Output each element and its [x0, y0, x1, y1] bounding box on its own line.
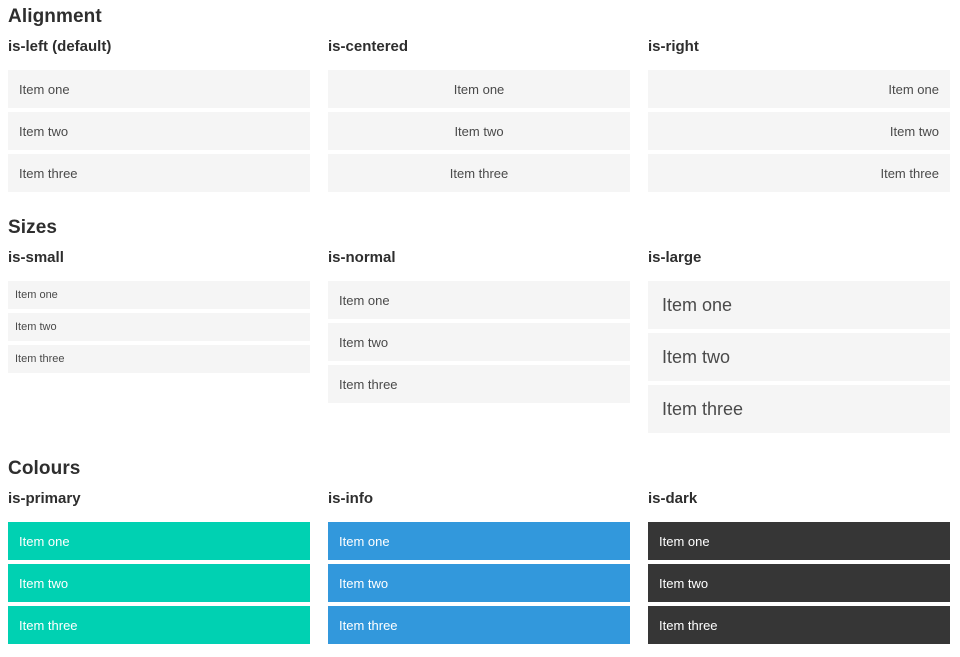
column-is-small: is-small Item one Item two Item three: [8, 239, 310, 437]
list-item: Item two: [8, 112, 310, 150]
list-item: Item three: [328, 606, 630, 644]
alignment-grid: is-left (default) Item one Item two Item…: [8, 28, 950, 196]
list-item: Item one: [8, 281, 310, 309]
list-item: Item two: [328, 323, 630, 361]
column-heading-is-normal: is-normal: [328, 249, 396, 266]
column-heading-is-small: is-small: [8, 249, 64, 266]
list-item: Item three: [8, 345, 310, 373]
column-is-large: is-large Item one Item two Item three: [648, 239, 950, 437]
list-item: Item two: [8, 313, 310, 341]
list-is-centered: Item one Item two Item three: [328, 70, 630, 192]
list-item: Item three: [648, 385, 950, 433]
list-item: Item two: [648, 333, 950, 381]
list-item: Item two: [648, 564, 950, 602]
column-is-normal: is-normal Item one Item two Item three: [328, 239, 630, 437]
list-item: Item two: [328, 564, 630, 602]
section-alignment: Alignment is-left (default) Item one Ite…: [8, 5, 950, 196]
column-heading-is-dark: is-dark: [648, 490, 698, 507]
list-is-normal: Item one Item two Item three: [328, 281, 630, 403]
column-heading-is-primary: is-primary: [8, 490, 81, 507]
list-is-primary: Item one Item two Item three: [8, 522, 310, 644]
list-is-left: Item one Item two Item three: [8, 70, 310, 192]
list-item: Item one: [648, 522, 950, 560]
section-title-alignment: Alignment: [8, 6, 102, 27]
list-item: Item three: [328, 154, 630, 192]
section-title-colours: Colours: [8, 458, 81, 479]
list-item: Item two: [8, 564, 310, 602]
list-item: Item one: [648, 281, 950, 329]
list-is-small: Item one Item two Item three: [8, 281, 310, 373]
section-title-sizes: Sizes: [8, 217, 58, 238]
list-item: Item three: [8, 606, 310, 644]
section-sizes: Sizes is-small Item one Item two Item th…: [8, 216, 950, 437]
list-item: Item two: [328, 112, 630, 150]
list-item: Item one: [328, 281, 630, 319]
list-item: Item one: [328, 522, 630, 560]
list-item: Item three: [328, 365, 630, 403]
list-item: Item one: [8, 522, 310, 560]
column-is-left: is-left (default) Item one Item two Item…: [8, 28, 310, 196]
column-heading-is-centered: is-centered: [328, 38, 409, 55]
column-heading-is-right: is-right: [648, 38, 699, 55]
list-item: Item one: [648, 70, 950, 108]
column-heading-is-large: is-large: [648, 249, 702, 266]
list-is-right: Item one Item two Item three: [648, 70, 950, 192]
list-is-dark: Item one Item two Item three: [648, 522, 950, 644]
column-is-info: is-info Item one Item two Item three: [328, 480, 630, 648]
column-is-primary: is-primary Item one Item two Item three: [8, 480, 310, 648]
list-item: Item one: [328, 70, 630, 108]
list-item: Item three: [8, 154, 310, 192]
column-heading-is-left: is-left (default): [8, 38, 112, 55]
section-colours: Colours is-primary Item one Item two Ite…: [8, 457, 950, 648]
list-is-large: Item one Item two Item three: [648, 281, 950, 433]
column-is-centered: is-centered Item one Item two Item three: [328, 28, 630, 196]
list-item: Item one: [8, 70, 310, 108]
column-heading-is-info: is-info: [328, 490, 373, 507]
column-is-right: is-right Item one Item two Item three: [648, 28, 950, 196]
list-is-info: Item one Item two Item three: [328, 522, 630, 644]
list-item: Item two: [648, 112, 950, 150]
list-item: Item three: [648, 154, 950, 192]
colours-grid: is-primary Item one Item two Item three …: [8, 480, 950, 648]
column-is-dark: is-dark Item one Item two Item three: [648, 480, 950, 648]
sizes-grid: is-small Item one Item two Item three is…: [8, 239, 950, 437]
list-item: Item three: [648, 606, 950, 644]
